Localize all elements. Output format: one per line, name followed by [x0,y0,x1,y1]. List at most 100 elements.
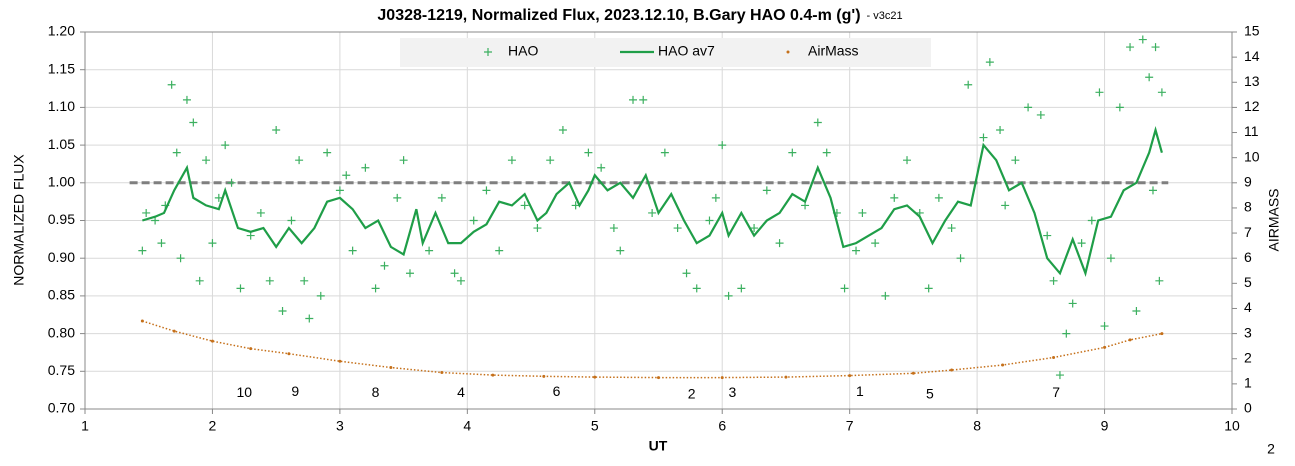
data-point [380,261,389,270]
data-point [720,376,724,380]
data-point [1115,103,1124,112]
data-point [342,171,351,180]
data-point [903,156,912,165]
annotation: 9 [291,383,299,399]
x-tick-label: 5 [591,418,599,434]
data-point [848,374,852,378]
data-point [138,246,147,255]
data-point [256,208,265,217]
data-point [1151,43,1160,52]
y2-tick-label: 11 [1244,123,1259,139]
data-point [300,276,309,285]
data-point [629,95,638,104]
y-tick-label: 0.95 [48,211,75,227]
data-point [1100,322,1109,331]
data-point [437,193,446,202]
y2-tick-label: 8 [1244,199,1252,215]
data-point [227,178,236,187]
data-point [1126,43,1135,52]
data-point [682,269,691,278]
y2-axis-label: AIRMASS [1266,188,1282,251]
data-point [265,276,274,285]
legend-symbol [786,50,790,54]
y-axis-label: NORMALIZED FLUX [11,154,27,286]
legend-label: HAO av7 [658,43,715,59]
x-tick-label: 10 [1224,418,1240,434]
data-point [1157,88,1166,97]
data-point [1095,88,1104,97]
data-point [924,284,933,293]
data-point [323,148,332,157]
data-point [616,246,625,255]
data-point [393,193,402,202]
data-point [348,246,357,255]
data-point [871,239,880,248]
data-point [278,306,287,315]
data-point [737,284,746,293]
data-point [1103,345,1107,349]
data-point [881,291,890,300]
data-point [208,239,217,248]
data-point [1052,355,1056,359]
data-point [1036,110,1045,119]
data-point [911,371,915,375]
y-tick-label: 1.05 [48,136,75,152]
y2-tick-label: 13 [1244,73,1260,89]
title: J0328-1219, Normalized Flux, 2023.12.10,… [377,7,860,24]
annotation: 7 [1052,384,1060,400]
data-point [371,284,380,293]
y2-tick-label: 10 [1244,148,1260,164]
annotation: 10 [237,384,253,400]
data-point [440,371,444,375]
data-point [221,141,230,150]
data-point [996,126,1005,135]
plot-border [84,31,1233,410]
data-point [660,148,669,157]
data-point [1155,276,1164,285]
y-tick-label: 0.90 [48,249,75,265]
data-point [157,239,166,248]
data-point [840,284,849,293]
data-point [639,95,648,104]
data-point [272,126,281,135]
data-point [1145,73,1154,82]
data-point [762,186,771,195]
data-point [813,118,822,127]
data-point [140,319,144,323]
legend-label: HAO [508,43,538,59]
y2-tick-label: 14 [1244,48,1260,64]
data-point [456,276,465,285]
data-point [648,208,657,217]
y-tick-label: 0.75 [48,362,75,378]
data-point [822,148,831,157]
data-point [1062,329,1071,338]
annotation: 4 [457,384,465,400]
data-point [1024,103,1033,112]
data-point [673,224,682,233]
data-point [335,186,344,195]
data-point [182,95,191,104]
y2-tick-label: 5 [1244,274,1252,290]
data-point [425,246,434,255]
y-tick-label: 1.20 [48,23,75,39]
data-point [389,366,393,370]
y-tick-label: 1.10 [48,98,75,114]
data-point [979,133,988,142]
x-tick-label: 2 [209,418,217,434]
data-point [542,374,546,378]
data-point [533,224,542,233]
annotation: 5 [926,385,934,401]
data-point [405,269,414,278]
y-tick-label: 0.70 [48,400,75,416]
data-point [316,291,325,300]
y2-tick-label: 2 [1244,349,1252,365]
data-point [1128,338,1132,342]
y-tick-label: 0.80 [48,324,75,340]
data-point [657,376,660,380]
data-point [775,239,784,248]
data-point [546,156,555,165]
data-point [249,347,253,351]
data-point [495,246,504,255]
data-point [692,284,701,293]
